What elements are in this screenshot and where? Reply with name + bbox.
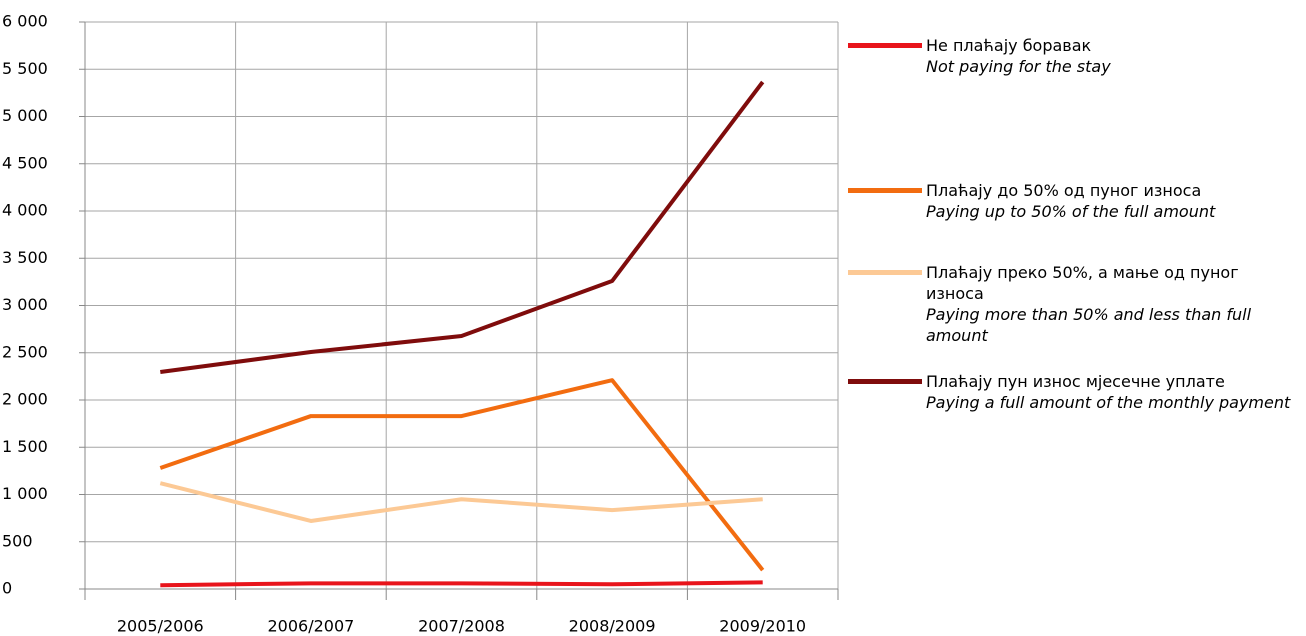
y-tick-label: 4 500 [2,153,48,172]
legend-label: Paying more than 50% and less than full … [926,305,1252,345]
legend-swatch [848,188,922,193]
y-tick-label: 1 000 [2,484,48,503]
y-tick-label: 2 000 [2,390,48,409]
legend-text: Плаћају до 50% од пуног износа Paying up … [926,180,1296,222]
series-line [160,80,765,375]
x-tick-label: 2009/2010 [719,617,806,636]
x-tick-label: 2006/2007 [267,617,354,636]
legend-swatch [848,379,922,384]
legend-item: Плаћају пун износ мјесечне уплате Paying … [848,371,1298,413]
legend-swatch [848,43,922,48]
y-tick-label: 0 [2,579,12,598]
y-tick-label: 3 000 [2,295,48,314]
y-tick-label: 5 000 [2,106,48,125]
legend-item: Не плаћају боравак Not paying for the sta… [848,35,1298,77]
x-tick-label: 2008/2009 [569,617,656,636]
x-tick-label: 2007/2008 [418,617,505,636]
legend-text: Плаћају преко 50%, а мање од пуног износ… [926,262,1296,346]
legend-text: Не плаћају боравак Not paying for the sta… [926,35,1296,77]
legend-text: Плаћају пун износ мјесечне уплате Paying … [926,371,1296,413]
series-line [159,481,763,523]
x-tick-label: 2005/2006 [117,617,204,636]
y-tick-label: 4 000 [2,201,48,220]
y-tick-label: 1 500 [2,437,48,456]
legend-label: Not paying for the stay [926,57,1111,76]
series-line [159,378,765,572]
legend-item: Плаћају преко 50%, а мање од пуног износ… [848,262,1298,346]
y-tick-label: 6 000 [2,12,48,31]
y-tick-label: 3 500 [2,248,48,267]
y-tick-label: 500 [2,531,33,550]
legend-label: Плаћају до 50% од пуног износа [926,181,1202,200]
legend-label: Плаћају пун износ мјесечне уплате [926,372,1225,391]
legend-swatch [848,270,922,275]
legend-label: Плаћају преко 50%, а мање од пуног износ… [926,263,1239,303]
series-line [160,580,763,588]
legend-label: Paying a full amount of the monthly paym… [926,393,1291,412]
legend-label: Paying up to 50% of the full amount [926,202,1216,221]
y-tick-label: 2 500 [2,342,48,361]
legend-label: Не плаћају боравак [926,36,1092,55]
legend-item: Плаћају до 50% од пуног износа Paying up … [848,180,1298,222]
y-tick-label: 5 500 [2,59,48,78]
